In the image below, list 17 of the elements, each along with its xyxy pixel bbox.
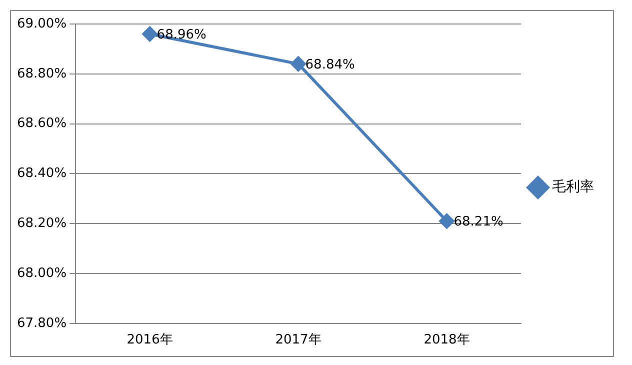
x-tick-label: 2016年	[126, 332, 173, 348]
y-tick-label: 68.60%	[16, 116, 67, 132]
data-label: 68.96%	[156, 27, 206, 42]
x-tick-label: 2018年	[424, 332, 470, 348]
y-tick-label: 69.00%	[16, 16, 67, 32]
legend-label: 毛利率	[552, 179, 594, 196]
data-label: 68.84%	[305, 57, 355, 72]
x-tick-label: 2017年	[275, 332, 322, 348]
y-tick-label: 68.00%	[16, 266, 67, 281]
y-tick-label: 67.80%	[16, 316, 67, 331]
data-label: 68.21%	[454, 214, 504, 230]
point	[439, 214, 454, 229]
point	[290, 56, 306, 72]
y-tick-label: 68.20%	[16, 216, 67, 231]
point	[142, 26, 158, 42]
y-tick-label: 68.40%	[16, 166, 67, 182]
y-tick-label: 68.80%	[16, 66, 67, 82]
